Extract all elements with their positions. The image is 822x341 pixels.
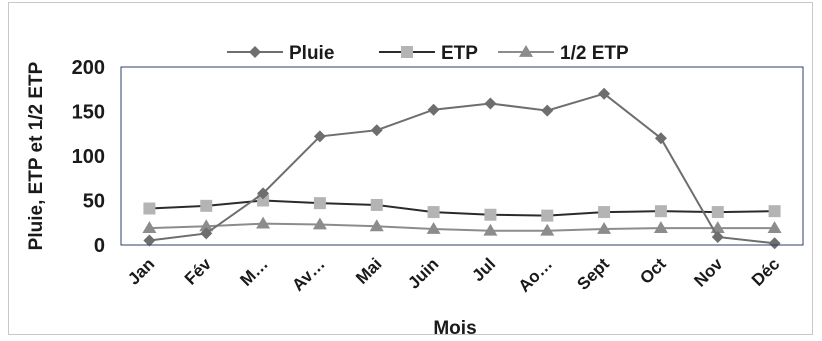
series-1-2-etp <box>142 216 782 236</box>
data-point <box>483 223 498 236</box>
data-point <box>257 187 270 200</box>
data-point <box>257 194 270 207</box>
legend: Pluie ETP 1/2 ETP <box>227 43 629 64</box>
data-point <box>313 197 326 210</box>
data-point <box>598 206 611 219</box>
x-tick-label: Déc <box>748 254 783 289</box>
data-point <box>598 87 611 100</box>
data-point <box>143 202 156 215</box>
y-axis-label: Pluie, ETP et 1/2 ETP <box>26 61 47 250</box>
x-tick-label: Av… <box>288 254 328 294</box>
y-tick-label: 0 <box>94 235 105 257</box>
data-point <box>427 103 440 116</box>
data-point <box>200 227 213 240</box>
y-tick-label: 100 <box>72 146 105 168</box>
data-point <box>768 205 781 218</box>
series-etp <box>143 194 781 222</box>
data-point <box>427 206 440 219</box>
y-axis-ticks: 0 50 100 150 200 <box>72 57 105 257</box>
data-point <box>484 208 497 221</box>
data-point <box>653 221 668 233</box>
data-point <box>313 130 326 143</box>
series-pluie <box>143 87 781 250</box>
x-tick-label: Ao… <box>515 254 556 295</box>
data-point <box>711 230 724 243</box>
legend-marker <box>401 46 413 58</box>
data-point <box>426 221 441 234</box>
data-point <box>767 221 782 233</box>
data-point <box>540 223 555 236</box>
x-tick-label: Juin <box>404 254 442 292</box>
legend-marker <box>249 46 261 58</box>
data-point <box>369 219 384 232</box>
x-axis-label: Mois <box>433 318 476 336</box>
legend-label: ETP <box>441 43 478 64</box>
data-point <box>200 199 213 212</box>
data-point <box>654 132 667 145</box>
data-point <box>370 124 383 137</box>
chart-frame: Pluie ETP 1/2 ETP 0 50 100 150 200 Jan Fév M… Av…… <box>8 2 813 339</box>
x-tick-label: Mai <box>352 254 385 287</box>
x-axis-ticks: Jan Fév M… Av… Mai Juin Jul Ao… Sept Oct Nov Déc <box>124 254 783 296</box>
data-point <box>370 198 383 211</box>
data-point <box>142 221 157 233</box>
data-point <box>256 216 271 229</box>
x-tick-label: M… <box>236 254 271 289</box>
series-layer <box>142 87 782 250</box>
data-point <box>312 217 327 230</box>
x-tick-label: Fév <box>181 254 216 289</box>
legend-label: 1/2 ETP <box>560 43 629 64</box>
y-tick-label: 150 <box>72 102 105 124</box>
x-tick-label: Oct <box>636 254 670 288</box>
data-point <box>484 97 497 110</box>
x-tick-label: Sept <box>573 254 613 294</box>
series-line <box>149 92 775 245</box>
data-point <box>541 209 554 222</box>
series-line <box>149 222 775 232</box>
legend-label: Pluie <box>289 43 334 64</box>
y-tick-label: 200 <box>72 57 105 79</box>
data-point <box>199 219 214 232</box>
data-point <box>711 206 724 219</box>
x-tick-label: Nov <box>690 254 727 291</box>
data-point <box>143 234 156 247</box>
y-tick-label: 50 <box>83 191 105 213</box>
data-point <box>541 104 554 117</box>
legend-marker <box>519 45 533 57</box>
series-line <box>149 199 775 217</box>
x-tick-label: Jan <box>124 254 158 288</box>
data-point <box>597 221 612 234</box>
line-chart: Pluie ETP 1/2 ETP 0 50 100 150 200 Jan Fév M… Av…… <box>26 43 804 339</box>
x-tick-label: Jul <box>468 254 499 285</box>
plot-area <box>120 66 804 246</box>
data-point <box>654 205 667 218</box>
data-point <box>768 237 781 250</box>
